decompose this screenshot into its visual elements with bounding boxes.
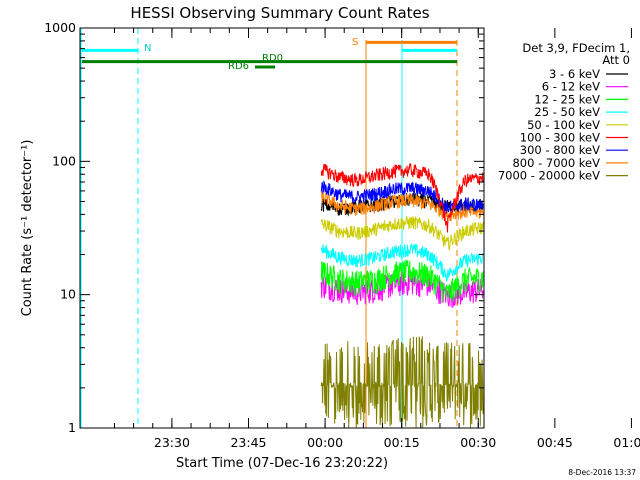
legend-label: 7000 - 20000 keV <box>498 169 600 183</box>
x-tick-label: 00:30 <box>460 435 496 450</box>
y-axis-label: Count Rate (s⁻¹ detector⁻¹) <box>20 140 35 317</box>
legend-header: Att 0 <box>602 53 630 67</box>
legend-label: 3 - 6 keV <box>549 67 600 81</box>
x-tick-label: 00:45 <box>537 435 573 450</box>
series-line <box>320 162 484 233</box>
legend-label: 6 - 12 keV <box>542 80 600 94</box>
y-tick-label: 1 <box>68 420 76 435</box>
annotation-label: RD0 <box>262 53 283 64</box>
legend-header: Det 3,9, FDecim 1, <box>522 41 630 55</box>
legend-label: 25 - 50 keV <box>534 105 600 119</box>
series-line <box>320 216 484 251</box>
timestamp: 8-Dec-2016 13:37 <box>568 468 636 477</box>
series-line <box>320 336 484 428</box>
x-tick-label: 00:15 <box>384 435 420 450</box>
chart-title: HESSI Observing Summary Count Rates <box>130 4 429 22</box>
annotation-label: N <box>144 43 151 54</box>
y-tick-label: 100 <box>52 153 76 168</box>
annotations: N S RD0 RD6 <box>82 37 457 72</box>
y-tick-label: 10 <box>60 287 76 302</box>
legend-label: 100 - 300 keV <box>520 131 600 145</box>
plot-frame <box>79 27 485 429</box>
axis-ticks: 1 10 100 1000 23:30 23:45 00:00 00:15 00:30 00:45… <box>44 20 640 450</box>
x-axis-label: Start Time (07-Dec-16 23:20:22) <box>176 456 388 471</box>
series-line <box>320 189 484 222</box>
legend-label: 800 - 7000 keV <box>512 156 600 170</box>
annotation-label: RD6 <box>228 61 249 72</box>
x-tick-label: 23:30 <box>154 435 190 450</box>
series-layer <box>320 162 484 428</box>
x-tick-label: 01:00 <box>613 435 640 450</box>
legend-label: 12 - 25 keV <box>534 92 600 106</box>
annotation-label: S <box>352 37 358 48</box>
series-line <box>320 258 484 303</box>
x-tick-label: 00:00 <box>307 435 343 450</box>
legend-label: 300 - 800 keV <box>520 143 600 157</box>
x-tick-label: 23:45 <box>230 435 266 450</box>
legend-label: 50 - 100 keV <box>527 118 600 132</box>
series-line <box>320 180 484 214</box>
series-line <box>320 243 484 283</box>
y-tick-label: 1000 <box>44 20 76 35</box>
